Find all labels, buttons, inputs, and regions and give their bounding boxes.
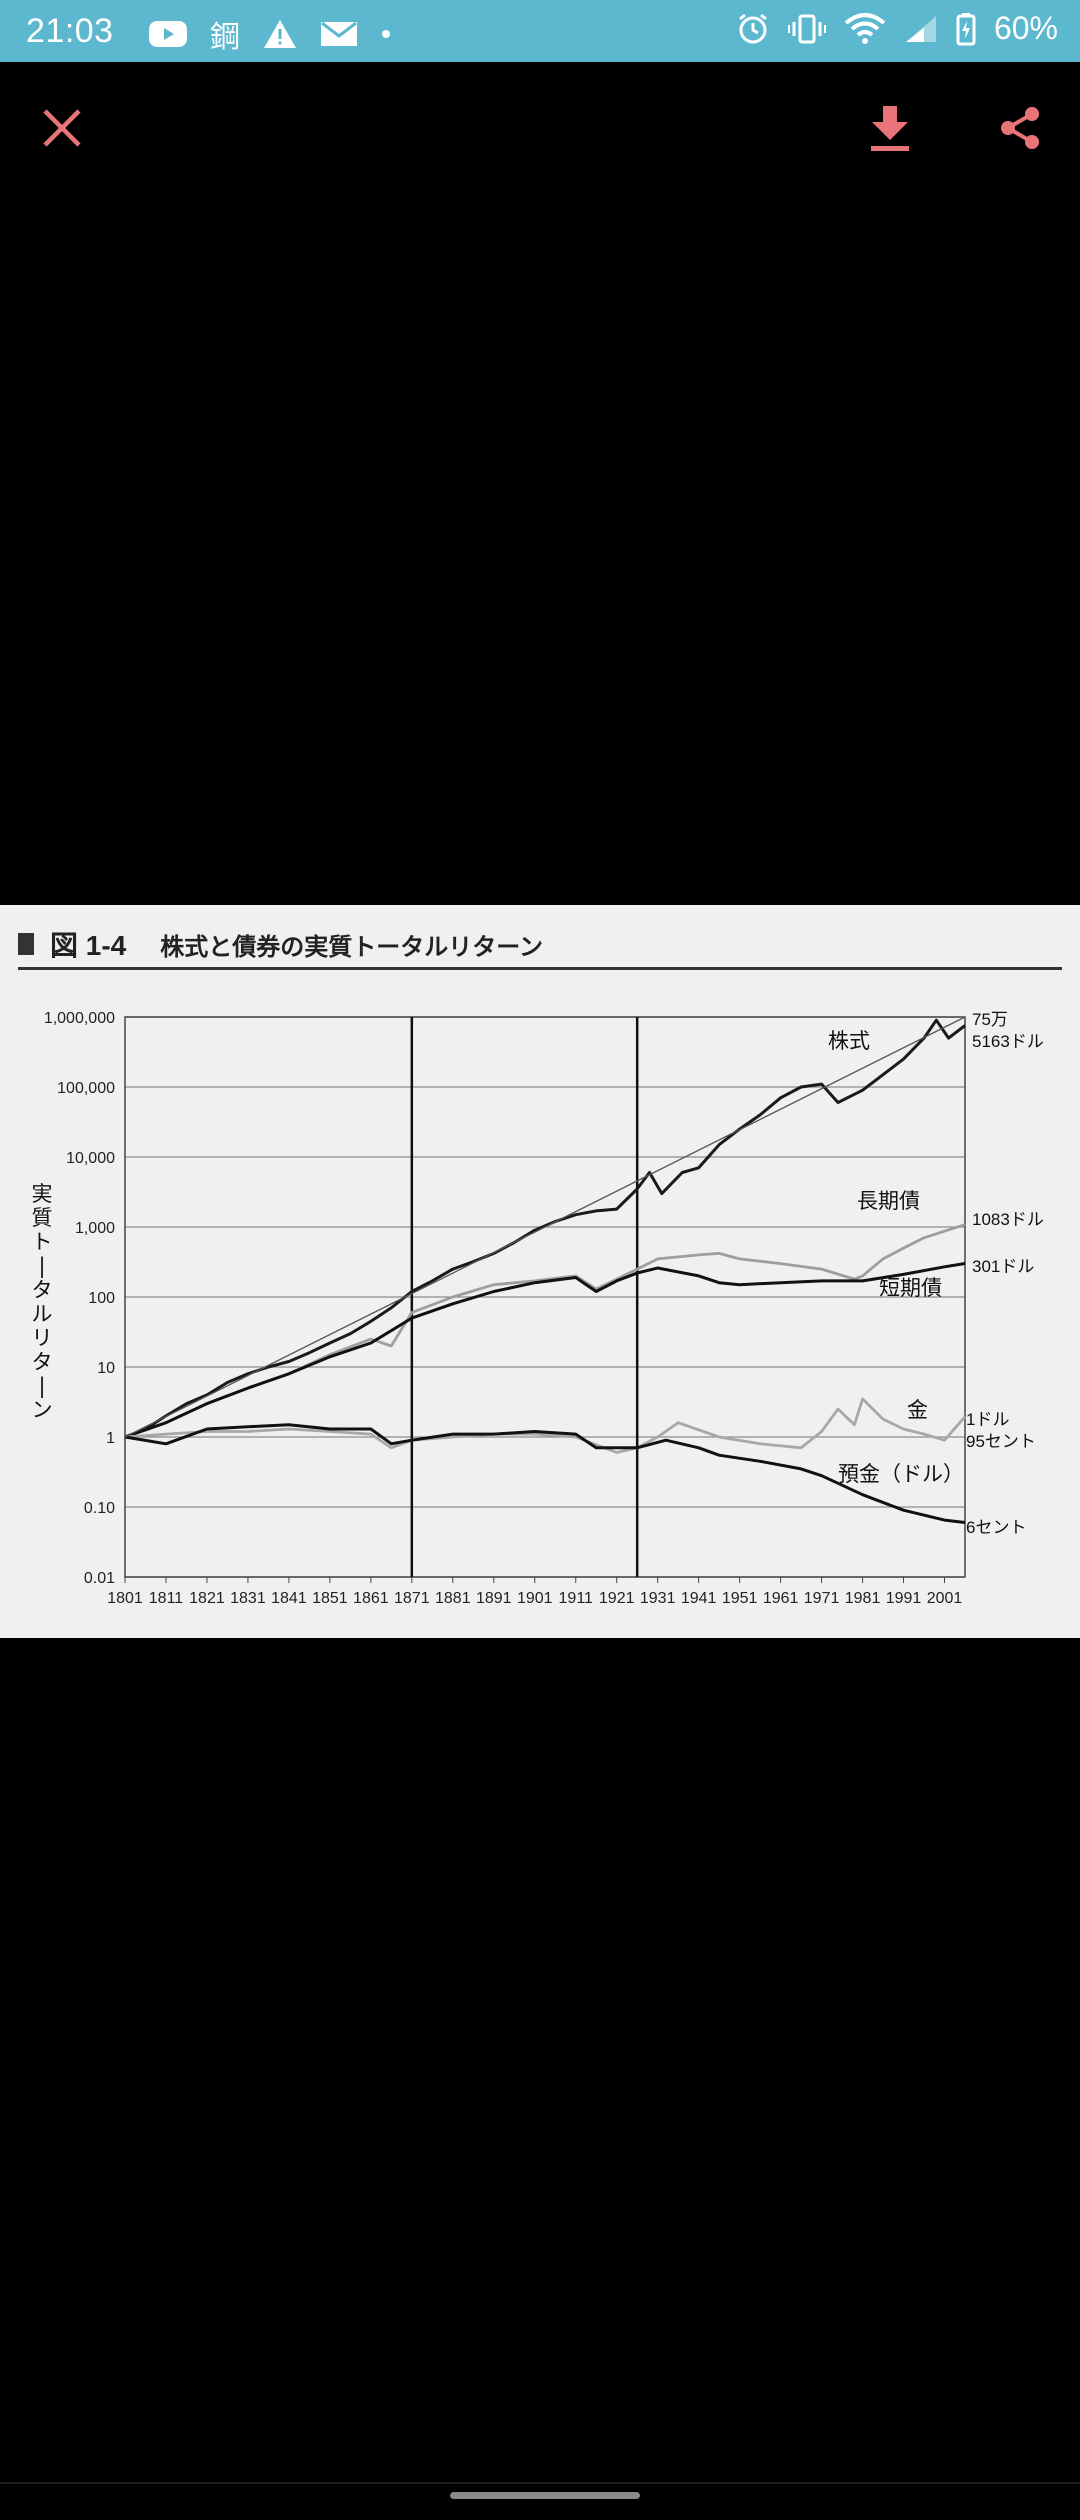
chart: 1,000,000 100,000 10,000 1,000 100 10 1 0.10 0.0… xyxy=(32,1010,1044,1607)
x-tick-label: 1941 xyxy=(681,1590,717,1607)
x-tick-label: 1831 xyxy=(230,1590,266,1607)
x-tick-label: 1981 xyxy=(845,1590,881,1607)
y-tick-label: 0.10 xyxy=(84,1500,115,1517)
series-line xyxy=(124,1423,966,1524)
end-value-label: 1083ドル xyxy=(972,1210,1044,1229)
y-tick-label: 0.01 xyxy=(84,1570,115,1587)
series-label: 預金（ドル） xyxy=(838,1462,964,1486)
x-tick-label: 1841 xyxy=(271,1590,307,1607)
x-tick-label: 1961 xyxy=(763,1590,799,1607)
series-line xyxy=(124,1262,966,1439)
warning-icon xyxy=(262,18,298,50)
y-axis-label: 実質ト|タルリタ|ン xyxy=(32,1182,53,1422)
y-axis-label-char: | xyxy=(38,1374,45,1399)
vibrate-icon xyxy=(787,13,826,45)
x-tick-label: 1801 xyxy=(107,1590,143,1607)
figure-image: 図 1-4 株式と債券の実質トータルリターン 1,000,000 100,000 1… xyxy=(0,905,1080,1638)
x-tick-label: 1931 xyxy=(640,1590,676,1607)
mail-icon xyxy=(320,20,358,48)
alarm-icon xyxy=(736,12,770,46)
share-icon xyxy=(1001,107,1039,149)
y-axis-label-char: ル xyxy=(32,1302,53,1326)
wifi-icon xyxy=(844,12,886,45)
x-tick-label: 1951 xyxy=(722,1590,758,1607)
x-tick-label: 1891 xyxy=(476,1590,512,1607)
series-label: 長期債 xyxy=(857,1189,920,1213)
y-axis-label-char: ン xyxy=(32,1398,53,1422)
y-tick-label: 10,000 xyxy=(66,1150,115,1167)
series-label: 短期債 xyxy=(879,1276,942,1300)
y-tick-label: 100,000 xyxy=(57,1080,115,1097)
x-tick-label: 1851 xyxy=(312,1590,348,1607)
x-tick-label: 1971 xyxy=(804,1590,840,1607)
navigation-bar xyxy=(0,2470,1080,2520)
x-tick-label: 1811 xyxy=(149,1590,184,1607)
end-value-label: 1ドル xyxy=(966,1410,1009,1429)
trend-line xyxy=(124,1016,966,1438)
dot-icon xyxy=(380,28,392,40)
youtube-icon xyxy=(148,19,188,49)
y-axis-label-char: 実 xyxy=(32,1182,53,1206)
viewer-toolbar xyxy=(0,62,1080,192)
y-axis-label-char: タ xyxy=(32,1278,53,1302)
y-tick-label: 10 xyxy=(97,1360,115,1377)
share-button[interactable] xyxy=(980,88,1060,168)
system-icons: 60% xyxy=(736,10,1058,47)
end-value-label: 95セント xyxy=(966,1432,1036,1451)
home-gesture-handle[interactable] xyxy=(450,2492,640,2499)
plot-frame xyxy=(124,1016,966,1578)
series-line xyxy=(124,1018,966,1439)
y-axis-label-char: ト xyxy=(32,1230,53,1254)
x-tick-label: 2001 xyxy=(927,1590,963,1607)
y-tick-label: 1 xyxy=(106,1430,115,1447)
status-time: 21:03 xyxy=(26,12,114,50)
y-axis-label-char: 質 xyxy=(32,1206,53,1230)
nav-divider xyxy=(0,2482,1080,2484)
y-axis-label-char: リ xyxy=(32,1326,53,1350)
status-bar: 21:03 鋼 60% xyxy=(0,0,1080,62)
y-tick-label: 100 xyxy=(88,1290,115,1307)
x-tick-label: 1921 xyxy=(599,1590,635,1607)
x-tick-label: 1991 xyxy=(886,1590,922,1607)
notification-icons: 鋼 xyxy=(148,12,392,56)
x-tick-label: 1881 xyxy=(435,1590,471,1607)
close-icon xyxy=(43,109,81,147)
x-tick-label: 1911 xyxy=(559,1590,594,1607)
download-button[interactable] xyxy=(850,88,930,168)
x-tick-label: 1861 xyxy=(353,1590,389,1607)
end-value-label: 6セント xyxy=(966,1518,1026,1537)
y-tick-label: 1,000 xyxy=(75,1220,115,1237)
battery-percent: 60% xyxy=(993,10,1058,46)
x-tick-label: 1821 xyxy=(189,1590,225,1607)
figure-title: 株式と債券の実質トータルリターン xyxy=(160,932,544,961)
end-value-label: 5163ドル xyxy=(972,1032,1044,1051)
y-axis-label-char: タ xyxy=(32,1350,53,1374)
figure-number: 図 1-4 xyxy=(50,930,127,961)
figure-marker-square xyxy=(18,933,34,955)
end-value-label: 301ドル xyxy=(972,1257,1034,1276)
battery-icon xyxy=(956,12,976,46)
series-line xyxy=(124,1223,966,1439)
end-value-label: 75万 xyxy=(972,1010,1008,1029)
kanji-notification-icon: 鋼 xyxy=(210,20,240,55)
x-tick-label: 1901 xyxy=(517,1590,553,1607)
x-tick-label: 1871 xyxy=(394,1590,430,1607)
y-tick-label: 1,000,000 xyxy=(44,1010,115,1027)
signal-icon xyxy=(904,14,938,44)
figure-header: 図 1-4 株式と債券の実質トータルリターン xyxy=(18,921,1062,970)
series-label: 株式 xyxy=(828,1029,870,1053)
download-icon xyxy=(871,106,909,151)
close-button[interactable] xyxy=(22,88,102,168)
y-axis-label-char: | xyxy=(38,1254,45,1279)
series-label: 金 xyxy=(907,1398,928,1422)
